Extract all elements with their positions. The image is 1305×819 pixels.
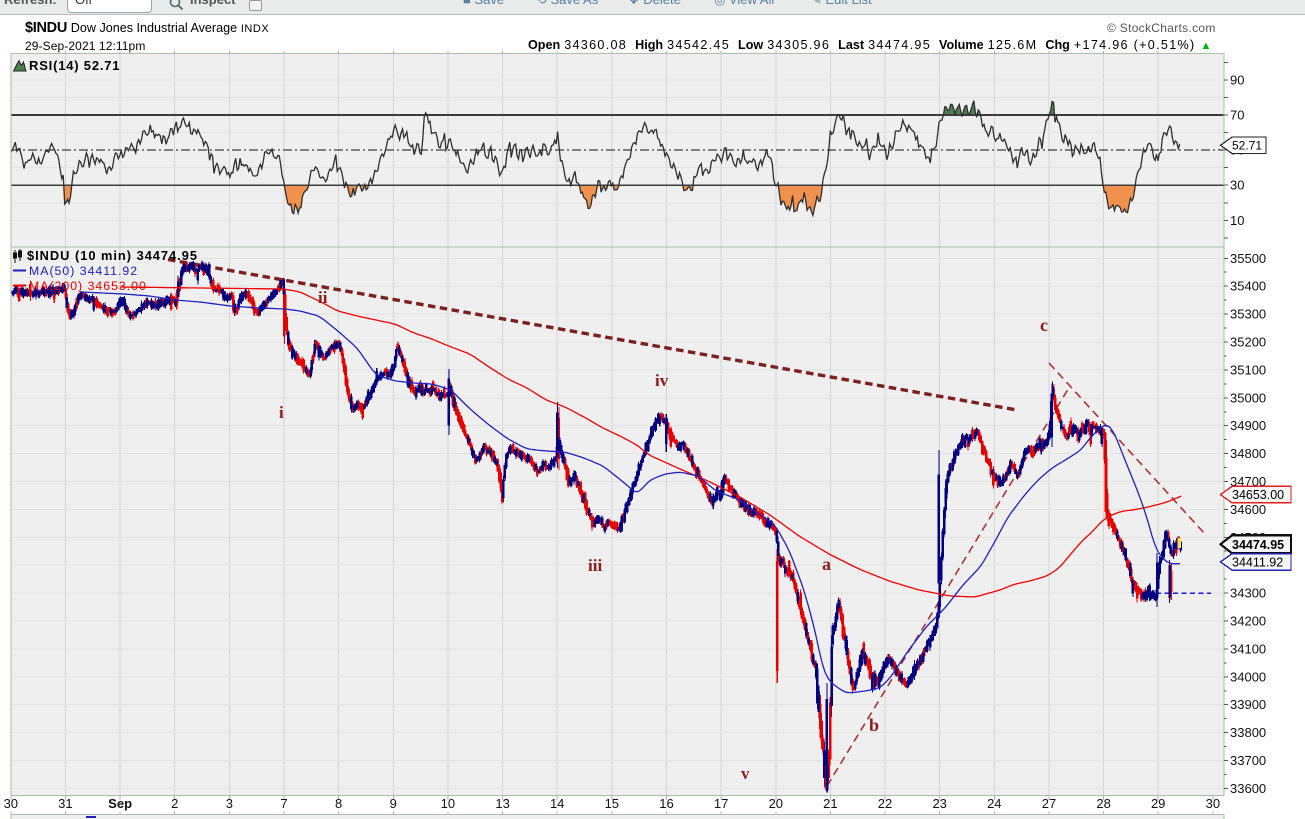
svg-text:28: 28	[1096, 796, 1110, 811]
svg-text:35200: 35200	[1230, 335, 1266, 350]
svg-text:MA(200) 34653.00: MA(200) 34653.00	[29, 279, 147, 293]
svg-text:30: 30	[1206, 796, 1220, 811]
svg-text:10: 10	[441, 796, 455, 811]
svg-text:7: 7	[280, 796, 287, 811]
svg-text:ii: ii	[318, 288, 328, 307]
svg-text:v: v	[741, 764, 750, 783]
svg-text:29: 29	[1151, 796, 1165, 811]
svg-text:33900: 33900	[1230, 697, 1266, 712]
svg-text:20: 20	[769, 796, 783, 811]
svg-text:34200: 34200	[1230, 614, 1266, 629]
svg-text:iv: iv	[655, 371, 669, 390]
svg-text:90: 90	[1230, 72, 1244, 87]
svg-text:$INDU (10 min) 34474.95: $INDU (10 min) 34474.95	[27, 248, 198, 263]
svg-text:34700: 34700	[1230, 474, 1266, 489]
svg-text:c: c	[1040, 315, 1048, 335]
svg-text:34900: 34900	[1230, 418, 1266, 433]
svg-text:13: 13	[495, 796, 509, 811]
svg-text:iii: iii	[588, 556, 602, 575]
svg-text:27: 27	[1042, 796, 1056, 811]
svg-text:30: 30	[1230, 178, 1244, 193]
svg-text:22: 22	[878, 796, 892, 811]
svg-text:31: 31	[58, 796, 72, 811]
svg-text:9: 9	[390, 796, 397, 811]
svg-text:34000: 34000	[1230, 669, 1266, 684]
svg-text:34800: 34800	[1230, 446, 1266, 461]
svg-text:24: 24	[987, 796, 1001, 811]
svg-text:i: i	[279, 403, 284, 422]
svg-text:17: 17	[714, 796, 728, 811]
svg-text:3: 3	[226, 796, 233, 811]
svg-text:34100: 34100	[1230, 641, 1266, 656]
svg-text:35100: 35100	[1230, 362, 1266, 377]
svg-text:33800: 33800	[1230, 725, 1266, 740]
svg-text:34300: 34300	[1230, 586, 1266, 601]
svg-text:2: 2	[171, 796, 178, 811]
svg-text:70: 70	[1230, 108, 1244, 123]
svg-text:a: a	[822, 554, 831, 574]
svg-text:52.71: 52.71	[1232, 139, 1262, 153]
svg-text:21: 21	[823, 796, 837, 811]
svg-text:33700: 33700	[1230, 753, 1266, 768]
svg-text:35500: 35500	[1230, 251, 1266, 266]
svg-text:8: 8	[335, 796, 342, 811]
svg-text:15: 15	[605, 796, 619, 811]
svg-text:33600: 33600	[1230, 781, 1266, 796]
svg-text:30: 30	[4, 796, 18, 811]
svg-text:35000: 35000	[1230, 390, 1266, 405]
svg-text:RSI(14) 52.71: RSI(14) 52.71	[29, 58, 120, 73]
svg-text:Sep: Sep	[108, 796, 132, 811]
svg-text:23: 23	[932, 796, 946, 811]
svg-text:34411.92: 34411.92	[1232, 555, 1283, 569]
svg-text:34653.00: 34653.00	[1232, 488, 1284, 502]
svg-text:34600: 34600	[1230, 502, 1266, 517]
svg-text:14: 14	[550, 796, 564, 811]
svg-text:b: b	[869, 715, 879, 735]
svg-text:34474.95: 34474.95	[1232, 538, 1284, 552]
svg-text:16: 16	[659, 796, 673, 811]
svg-text:10: 10	[1230, 213, 1244, 228]
svg-text:35300: 35300	[1230, 307, 1266, 322]
svg-text:MA(50) 34411.92: MA(50) 34411.92	[29, 264, 138, 278]
svg-text:35400: 35400	[1230, 279, 1266, 294]
